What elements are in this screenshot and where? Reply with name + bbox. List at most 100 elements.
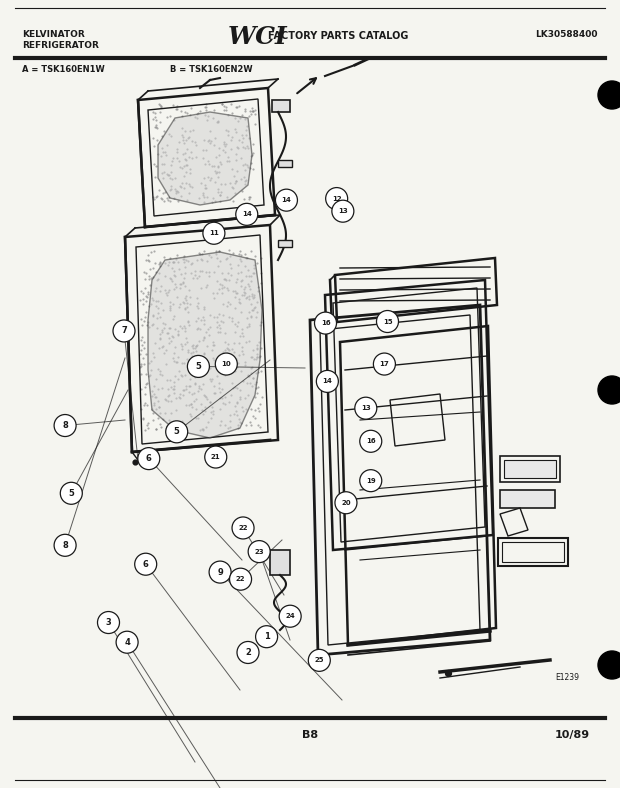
Point — [246, 275, 255, 288]
Point — [239, 286, 249, 299]
Point — [185, 180, 195, 193]
Point — [185, 399, 195, 411]
Point — [179, 356, 189, 369]
Point — [252, 387, 262, 400]
Point — [200, 158, 210, 170]
Point — [236, 275, 246, 288]
Point — [254, 284, 264, 297]
Point — [144, 263, 154, 276]
Point — [169, 192, 179, 205]
Point — [201, 281, 211, 294]
Circle shape — [237, 641, 259, 663]
Point — [161, 287, 171, 299]
Point — [226, 98, 236, 110]
Point — [149, 193, 159, 206]
Point — [181, 383, 191, 396]
Point — [202, 362, 211, 374]
Point — [211, 247, 221, 260]
Point — [247, 379, 257, 392]
Text: 23: 23 — [254, 548, 264, 555]
Point — [194, 247, 204, 259]
Point — [228, 195, 238, 207]
Point — [185, 125, 195, 137]
Point — [236, 173, 246, 186]
Point — [223, 337, 232, 350]
Point — [237, 128, 247, 141]
Point — [244, 277, 254, 290]
Point — [162, 139, 172, 151]
Circle shape — [232, 517, 254, 539]
Circle shape — [332, 200, 354, 222]
Point — [203, 110, 213, 122]
Point — [155, 418, 165, 431]
Point — [228, 381, 237, 394]
Point — [224, 298, 234, 310]
Point — [175, 161, 185, 173]
Text: A = TSK160EN1W: A = TSK160EN1W — [22, 65, 105, 74]
Text: 8: 8 — [62, 421, 68, 430]
Text: 2: 2 — [245, 648, 251, 657]
Point — [141, 290, 151, 303]
Point — [200, 108, 210, 121]
Circle shape — [97, 611, 120, 634]
Point — [210, 386, 220, 399]
Point — [209, 104, 219, 117]
Point — [253, 401, 263, 414]
Point — [246, 157, 256, 169]
Point — [215, 195, 224, 207]
Point — [143, 422, 153, 434]
Point — [237, 404, 247, 417]
Point — [156, 296, 166, 309]
Point — [244, 292, 254, 305]
Point — [186, 146, 196, 158]
Point — [221, 104, 231, 117]
Point — [166, 335, 176, 348]
Point — [180, 106, 190, 118]
Point — [169, 379, 179, 392]
Point — [208, 287, 218, 299]
Point — [192, 108, 202, 121]
Point — [239, 359, 249, 371]
Point — [221, 101, 231, 113]
Text: 8: 8 — [62, 541, 68, 550]
Point — [237, 136, 247, 149]
Point — [238, 132, 248, 144]
Point — [151, 119, 161, 132]
Point — [180, 369, 190, 381]
Point — [157, 324, 167, 336]
Point — [149, 171, 159, 184]
Point — [198, 310, 208, 323]
Point — [192, 369, 202, 381]
Point — [255, 349, 265, 362]
Point — [249, 262, 259, 275]
Point — [223, 151, 233, 163]
Point — [140, 282, 150, 295]
Point — [179, 320, 189, 333]
Circle shape — [203, 222, 225, 244]
Text: 20: 20 — [341, 500, 351, 506]
Point — [243, 142, 253, 154]
Point — [163, 389, 173, 402]
Point — [148, 310, 158, 322]
Point — [179, 169, 189, 182]
Point — [219, 104, 229, 117]
Point — [220, 140, 230, 153]
Point — [164, 389, 174, 402]
Point — [136, 382, 146, 395]
Circle shape — [209, 561, 231, 583]
Point — [249, 291, 259, 303]
Point — [234, 248, 244, 261]
Point — [223, 343, 233, 355]
Bar — [270, 550, 290, 575]
Point — [236, 280, 246, 292]
Point — [248, 147, 258, 159]
Point — [215, 325, 225, 338]
Point — [232, 316, 242, 329]
Point — [250, 250, 260, 262]
Point — [180, 152, 190, 165]
Point — [220, 365, 230, 377]
Point — [149, 351, 159, 364]
Point — [180, 292, 190, 304]
Point — [174, 262, 184, 275]
Point — [157, 166, 167, 179]
